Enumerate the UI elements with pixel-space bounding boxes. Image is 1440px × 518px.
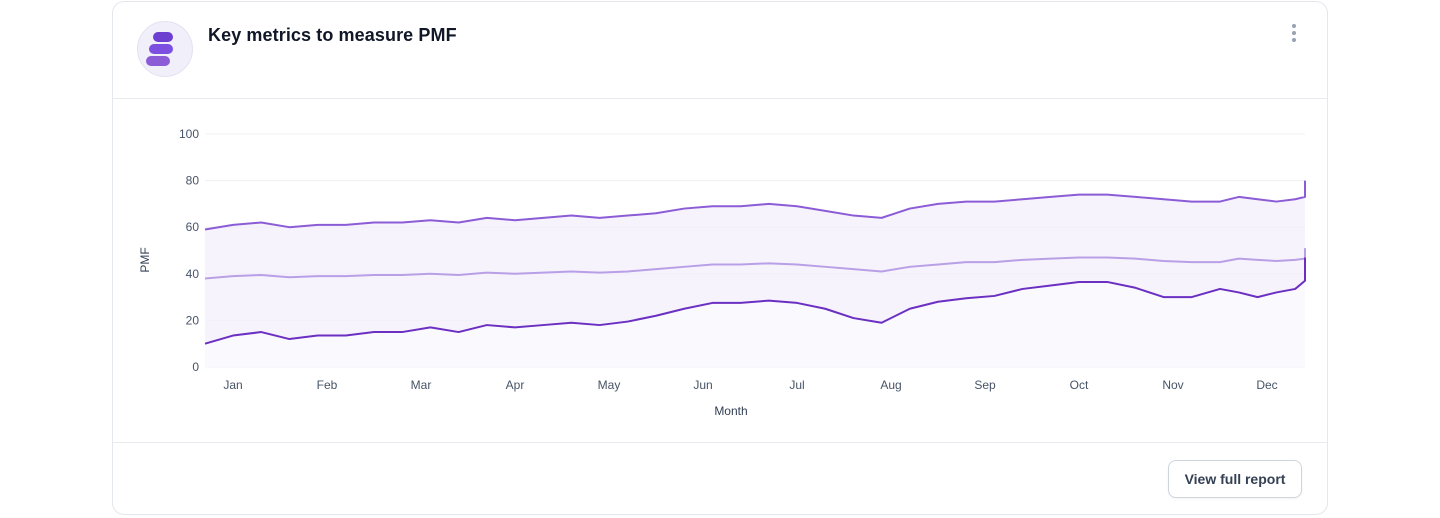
card-footer: View full report <box>113 442 1327 514</box>
series-line-middle <box>204 248 1306 280</box>
x-tick-label: Oct <box>1070 378 1089 392</box>
y-tick-label: 100 <box>179 127 199 141</box>
x-tick-label: Aug <box>880 378 901 392</box>
x-tick-label: Sep <box>974 378 996 392</box>
y-axis-label: PMF <box>138 247 152 272</box>
kebab-vertical-icon-dot <box>1292 31 1296 35</box>
series-line-upper <box>204 180 1306 231</box>
x-tick-label: Jul <box>789 378 804 392</box>
x-tick-label: Dec <box>1256 378 1277 392</box>
logo-avatar <box>137 21 193 77</box>
x-tick-label: Apr <box>506 378 525 392</box>
lower-area <box>205 257 1305 367</box>
stacked-bars-logo-icon <box>146 32 173 66</box>
x-tick-label: Mar <box>411 378 432 392</box>
y-tick-label: 20 <box>186 313 200 327</box>
y-tick-label: 80 <box>186 174 200 188</box>
x-tick-label: Nov <box>1162 378 1183 392</box>
kebab-vertical-icon-dot <box>1292 24 1296 28</box>
y-tick-label: 60 <box>186 220 200 234</box>
chart-area: 0 20 40 60 80 100 Jan Feb Mar Apr May Jun Jul Aug Sep O… <box>113 99 1327 442</box>
x-tick-label: Jun <box>693 378 712 392</box>
view-full-report-button[interactable]: View full report <box>1168 460 1302 498</box>
y-tick-label: 40 <box>186 267 200 281</box>
x-tick-label: May <box>598 378 621 392</box>
metrics-card: Key metrics to measure PMF 0 20 40 60 80 100 J… <box>112 1 1328 515</box>
x-tick-label: Jan <box>223 378 242 392</box>
more-options-button[interactable] <box>1283 22 1305 44</box>
pmf-line-chart: 0 20 40 60 80 100 Jan Feb Mar Apr May Jun Jul Aug Sep O… <box>138 127 1306 418</box>
y-tick-label: 0 <box>192 360 199 374</box>
card-header: Key metrics to measure PMF <box>113 2 1327 99</box>
band-area <box>205 180 1305 344</box>
card-title: Key metrics to measure PMF <box>208 25 457 45</box>
x-tick-label: Feb <box>317 378 338 392</box>
kebab-vertical-icon-dot <box>1292 38 1296 42</box>
x-axis-label: Month <box>714 404 747 418</box>
series-line-lower <box>204 257 1306 345</box>
